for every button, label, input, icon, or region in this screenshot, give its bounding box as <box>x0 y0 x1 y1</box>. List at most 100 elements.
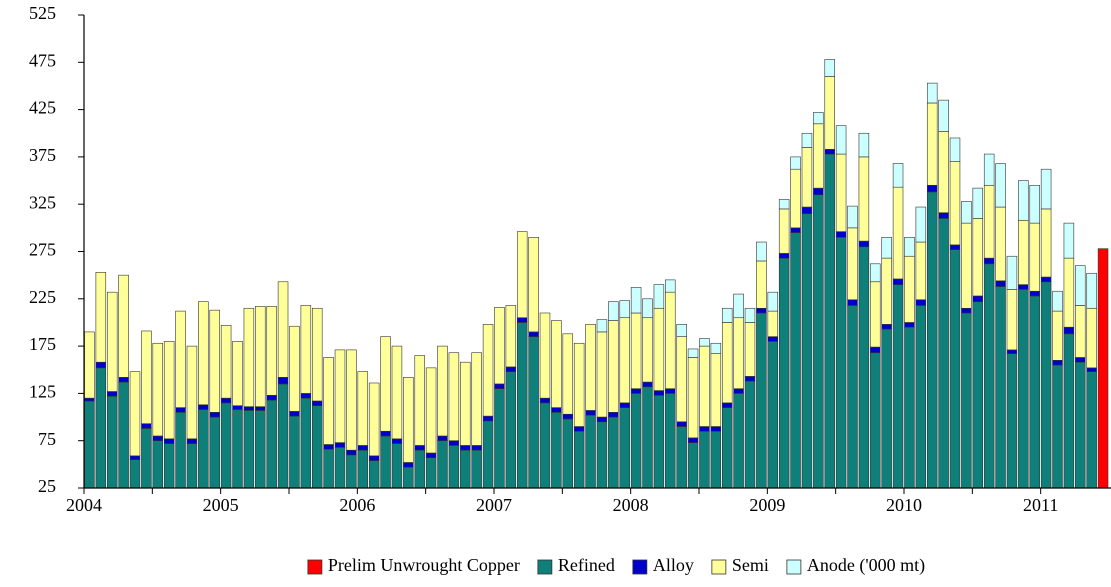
bar-segment <box>949 137 961 162</box>
bar-segment <box>277 281 289 378</box>
bar-segment <box>391 345 403 440</box>
bar-segment <box>938 99 949 132</box>
bar-segment <box>790 227 801 233</box>
bar-segment <box>904 237 915 257</box>
bar-segment <box>710 426 722 432</box>
legend-swatch <box>711 559 727 575</box>
bar-segment <box>539 402 551 488</box>
bar-segment <box>699 345 710 427</box>
bar-segment <box>437 440 448 488</box>
bar-segment <box>1018 180 1029 221</box>
bar-segment <box>995 286 1006 488</box>
bar-segment <box>334 442 346 448</box>
bar-segment <box>141 428 152 488</box>
bar-segment <box>1018 289 1029 488</box>
bar-segment <box>744 307 756 323</box>
bar-segment <box>391 438 403 444</box>
bar-segment <box>289 411 300 417</box>
bar-segment <box>95 272 107 363</box>
y-tick-label: 475 <box>29 50 56 70</box>
bar-segment <box>630 388 642 394</box>
bar-segment <box>699 430 710 488</box>
bar-segment <box>596 319 608 333</box>
bar-segment <box>516 231 528 319</box>
x-tick-label: 2007 <box>476 495 512 515</box>
bar-segment <box>266 399 277 488</box>
bar-segment <box>357 371 369 446</box>
bar-segment <box>425 367 437 454</box>
legend-label: Refined <box>558 555 615 575</box>
bar-segment <box>687 437 699 443</box>
bar-segment <box>243 307 255 407</box>
bar-segment <box>608 320 619 413</box>
bar-segment <box>391 443 403 488</box>
bar-segment <box>938 131 949 214</box>
bar-segment <box>721 322 733 404</box>
bar-segment <box>585 410 596 416</box>
bar-segment <box>926 102 938 186</box>
bar-segment <box>961 222 972 309</box>
bar-segment <box>1029 290 1040 297</box>
bar-segment <box>926 191 938 488</box>
bar-segment <box>562 418 574 488</box>
bar-segment <box>106 291 118 392</box>
bar-segment <box>1006 289 1018 351</box>
bar-segment <box>767 291 779 312</box>
bar-segment <box>687 357 699 439</box>
bar-segment <box>425 457 437 488</box>
bar-segment <box>323 444 334 450</box>
bar-segment <box>106 395 118 488</box>
bar-segment <box>881 324 892 330</box>
bar-segment <box>1063 333 1075 488</box>
bar-segment <box>437 435 448 442</box>
bar-segment <box>926 184 938 193</box>
bar-segment <box>778 257 790 488</box>
bar-segment <box>232 405 243 410</box>
x-tick-label: 2008 <box>613 495 649 515</box>
x-tick-label: 2010 <box>886 495 922 515</box>
bar-segment <box>84 331 95 399</box>
bar-segment <box>414 445 425 451</box>
bar-segment <box>938 212 949 219</box>
bar-segment <box>277 383 289 488</box>
bar-segment <box>163 438 175 444</box>
y-tick-label: 525 <box>29 3 56 23</box>
bar-segment <box>551 407 562 413</box>
bar-segment <box>129 455 141 460</box>
bar-segment <box>1063 222 1075 259</box>
bar-segment <box>334 349 346 443</box>
bar-segment <box>904 255 915 323</box>
bar-segment <box>505 305 517 368</box>
bar-segment <box>653 284 665 309</box>
bar-segment <box>414 449 425 488</box>
bar-segment <box>881 237 892 259</box>
bar-segment <box>847 227 858 301</box>
y-tick-label: 375 <box>29 145 56 165</box>
bar-segment <box>801 147 813 208</box>
bar-segment <box>972 218 984 297</box>
bar-segment <box>767 310 779 337</box>
legend-label: Semi <box>732 555 769 575</box>
x-tick-label: 2006 <box>339 495 375 515</box>
bar-segment <box>710 342 722 354</box>
bar-segment <box>915 299 927 306</box>
bar-segment <box>1018 284 1029 290</box>
bar-segment <box>835 237 847 488</box>
bar-segment <box>243 410 255 488</box>
bar-segment <box>619 317 630 404</box>
bar-segment <box>1086 367 1097 372</box>
bar-segment <box>1029 184 1040 224</box>
bar-segment <box>277 377 289 385</box>
bar-segment <box>778 199 790 210</box>
bar-segment <box>608 301 619 321</box>
bar-segment <box>448 352 460 441</box>
bar-segment <box>915 305 927 488</box>
bar-segment <box>414 355 425 446</box>
bar-segment <box>733 317 744 389</box>
bar-segment <box>892 163 904 188</box>
bar-segment <box>403 462 414 468</box>
legend-item: Refined <box>537 555 615 575</box>
bar-segment <box>539 397 551 404</box>
bar-segment <box>756 241 767 262</box>
